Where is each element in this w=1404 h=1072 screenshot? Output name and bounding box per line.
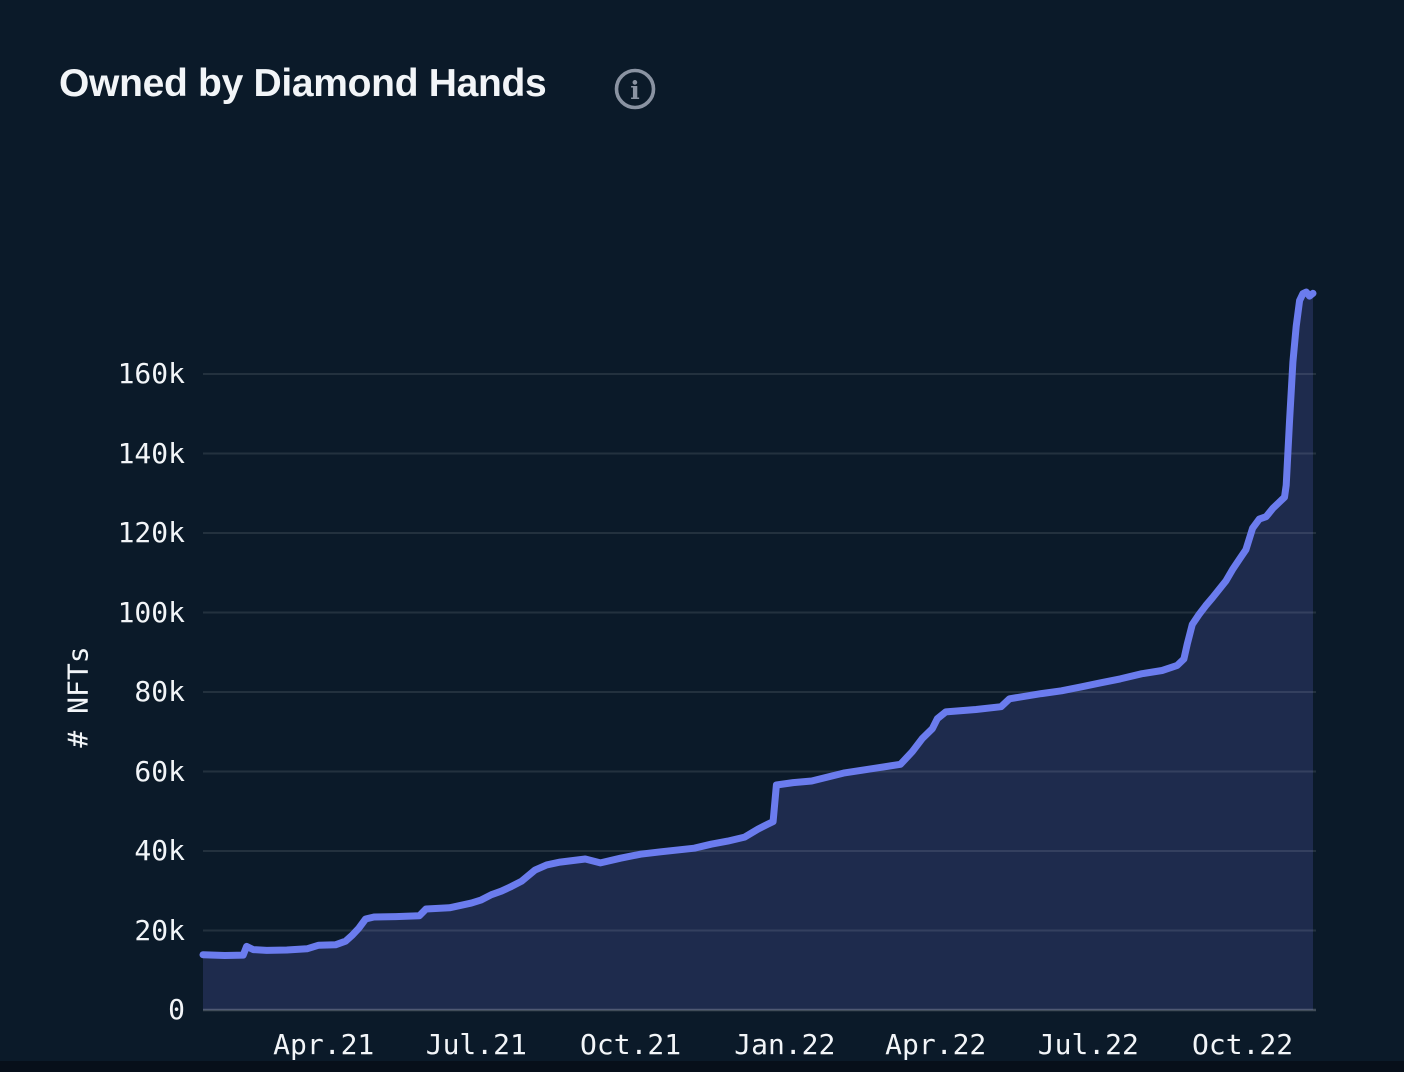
y-tick-label: 140k bbox=[117, 436, 185, 470]
x-tick-label: Jul.22 bbox=[1037, 1028, 1139, 1061]
info-icon[interactable]: i bbox=[612, 66, 658, 112]
card-bottom-edge bbox=[0, 1061, 1404, 1072]
x-tick-label: Oct.21 bbox=[579, 1028, 682, 1061]
y-tick-label: 20k bbox=[134, 913, 185, 947]
y-tick-label: 80k bbox=[134, 675, 185, 708]
x-tick-label: Oct.22 bbox=[1191, 1028, 1294, 1061]
chart-title: Owned by Diamond Hands bbox=[59, 62, 547, 105]
y-tick-label: 40k bbox=[134, 834, 185, 867]
y-tick-label: 60k bbox=[134, 754, 185, 788]
x-tick-label: Jul.21 bbox=[425, 1028, 527, 1061]
y-tick-label: 0 bbox=[168, 993, 185, 1026]
series-line bbox=[199, 288, 1317, 959]
svg-text:i: i bbox=[630, 76, 640, 105]
area-fill bbox=[203, 292, 1313, 1011]
x-tick-label: Apr.21 bbox=[273, 1028, 375, 1061]
y-tick-label: 120k bbox=[117, 516, 185, 549]
x-tick-label: Jan.22 bbox=[734, 1028, 836, 1061]
x-tick-label: Apr.22 bbox=[885, 1028, 987, 1061]
y-tick-label: 100k bbox=[117, 595, 185, 629]
y-tick-label: 160k bbox=[117, 357, 185, 390]
